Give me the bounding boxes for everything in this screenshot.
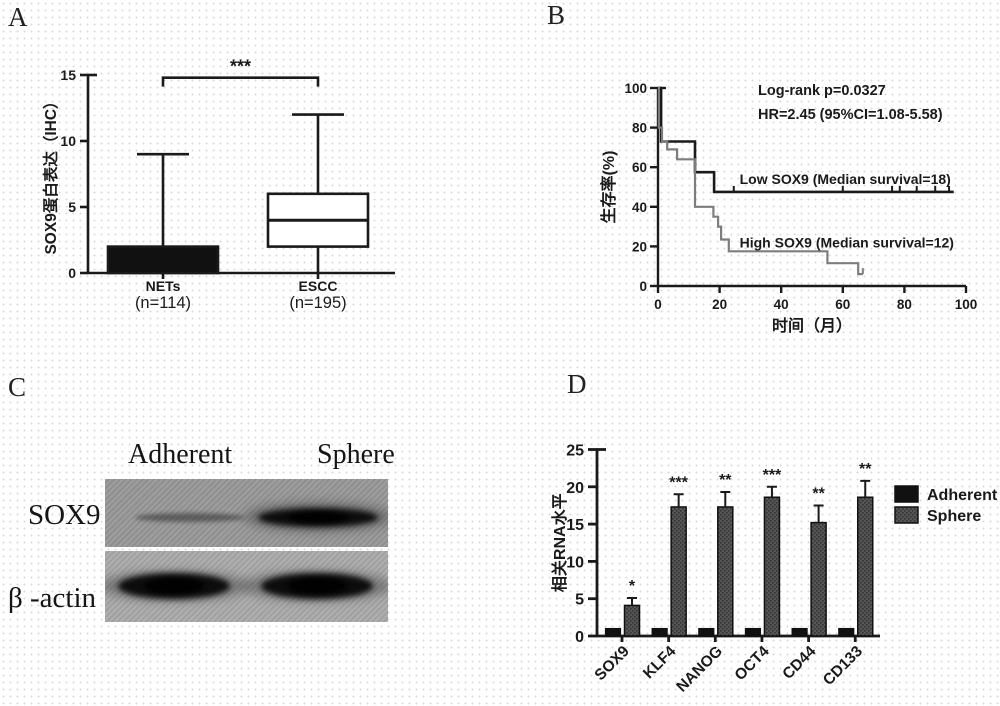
error-bar-sphere-KLF4 <box>673 493 684 507</box>
bar-sphere-KLF4 <box>670 506 687 637</box>
panel-b-label: B <box>547 0 566 30</box>
y-tick-label: 0 <box>639 279 647 294</box>
band-core-bactin-sphere <box>287 578 347 594</box>
whisker-high-ESCC <box>292 113 344 194</box>
western-blot-sox9 <box>105 479 388 547</box>
y-tick-label: 40 <box>632 200 647 215</box>
legend-label-adherent: Adherent <box>927 487 998 504</box>
y-tick-label: 20 <box>632 239 647 254</box>
panel-d-label: D <box>567 369 587 399</box>
significance-bracket <box>161 76 320 87</box>
axes-b <box>650 86 968 293</box>
category-label-NETs: NETs <box>146 278 181 294</box>
bar-sphere-SOX9 <box>623 604 641 637</box>
blot-row-label-bactin: β -actin <box>8 582 97 614</box>
band-sox9-adherent <box>135 512 245 522</box>
x-tick-label: 0 <box>654 297 662 312</box>
y-tick-label: 60 <box>632 160 647 175</box>
category-label-ESCC: ESCC <box>299 278 338 294</box>
significance-stars-OCT4: *** <box>763 467 782 484</box>
x-tick-label: 80 <box>897 297 912 312</box>
bar-adherent-CD44 <box>791 627 808 637</box>
error-bar-sphere-CD133 <box>860 479 871 498</box>
x-tick-label: 40 <box>774 297 789 312</box>
annotation-0: Log-rank p=0.0327 <box>758 83 886 99</box>
category-label-CD44: CD44 <box>779 643 819 683</box>
x-axis-title-b: 时间（月） <box>772 316 852 335</box>
survival-curve-low-sox9 <box>658 86 954 194</box>
bar-adherent-KLF4 <box>651 627 668 637</box>
boxplot-sox9-ihc: 0 5 10 15 NETs(n=114) ESCC(n=195) *** SOX9蛋白表达（… <box>41 57 395 312</box>
y-tick-label: 0 <box>575 629 584 646</box>
lane-label-adherent: Adherent <box>128 439 233 470</box>
significance-stars-NANOG: ** <box>719 472 732 489</box>
category-n-ESCC: (n=195) <box>289 294 346 312</box>
lane-label-sphere: Sphere <box>317 439 395 470</box>
western-blot-bactin <box>105 551 388 622</box>
annotation-1: HR=2.45 (95%CI=1.08-5.58) <box>758 107 943 123</box>
blot-row-label-sox9: SOX9 <box>28 499 101 531</box>
bar-adherent-NANOG <box>698 627 715 637</box>
legend-swatch-adherent <box>894 485 919 503</box>
rna-level-bar-chart: 0 5 10 15 20 25 相关RNA水平 * SOX9 *** KLF4 ** NANOG *** O… <box>550 443 998 696</box>
significance-stars-SOX9: * <box>629 578 636 595</box>
bar-sphere-CD133 <box>857 496 874 637</box>
error-bar-sphere-CD44 <box>813 504 824 523</box>
whisker-high-NETs <box>137 152 189 247</box>
x-tick-label: 60 <box>835 297 850 312</box>
y-tick-label: 10 <box>566 554 584 571</box>
box-NETs <box>106 245 220 275</box>
error-bar-sphere-SOX9 <box>627 596 637 606</box>
bar-sphere-OCT4 <box>763 496 781 637</box>
y-axis-title-d: 相关RNA水平 <box>550 493 569 592</box>
error-bar-sphere-OCT4 <box>766 485 777 498</box>
y-tick-label: 25 <box>566 443 584 460</box>
category-label-OCT4: OCT4 <box>732 643 774 685</box>
y-axis-title-a: SOX9蛋白表达（IHC） <box>41 93 60 254</box>
category-label-CD133: CD133 <box>820 643 866 689</box>
error-bar-sphere-NANOG <box>720 491 731 507</box>
legend-swatch-sphere <box>894 506 919 524</box>
significance-stars-CD44: ** <box>812 485 825 502</box>
bar-adherent-CD133 <box>838 627 855 637</box>
y-tick-label: 5 <box>68 199 76 215</box>
significance-stars-a: *** <box>230 57 251 77</box>
curve-label-high-sox9: High SOX9 (Median survival=12) <box>740 234 954 250</box>
y-tick-label: 100 <box>624 81 647 96</box>
curve-label-low-sox9: Low SOX9 (Median survival=18) <box>740 171 951 187</box>
bar-adherent-OCT4 <box>744 627 762 637</box>
panel-c-label: C <box>8 372 27 402</box>
y-tick-label: 80 <box>632 121 647 136</box>
y-tick-label: 0 <box>68 265 76 281</box>
category-label-NANOG: NANOG <box>673 643 726 696</box>
panel-a-label: A <box>8 2 28 32</box>
category-label-SOX9: SOX9 <box>592 643 634 685</box>
category-n-NETs: (n=114) <box>135 294 191 312</box>
y-axis-title-b: 生存率(%) <box>599 151 618 224</box>
band-core-sox9-sphere <box>288 511 348 523</box>
y-tick-label: 20 <box>566 480 584 497</box>
km-survival-chart: 0 20 40 60 80 100 0 20 40 60 80 100 时间（月） 生存率(%) Log-r… <box>599 81 978 335</box>
significance-stars-CD133: ** <box>859 461 872 478</box>
y-tick-label: 15 <box>60 67 76 83</box>
y-tick-label: 5 <box>575 592 584 609</box>
y-tick-label: 15 <box>566 517 584 534</box>
category-label-KLF4: KLF4 <box>640 643 680 683</box>
y-tick-label: 10 <box>60 133 76 149</box>
x-tick-label: 20 <box>712 297 727 312</box>
band-core-bactin-adherent <box>144 578 204 594</box>
bar-adherent-SOX9 <box>604 627 622 637</box>
x-tick-label: 100 <box>955 297 978 312</box>
bar-sphere-CD44 <box>810 521 827 637</box>
legend-label-sphere: Sphere <box>927 508 981 525</box>
axes-d <box>588 448 880 642</box>
significance-stars-KLF4: *** <box>669 474 688 491</box>
bar-sphere-NANOG <box>717 506 734 637</box>
survival-curve-high-sox9 <box>657 86 863 276</box>
